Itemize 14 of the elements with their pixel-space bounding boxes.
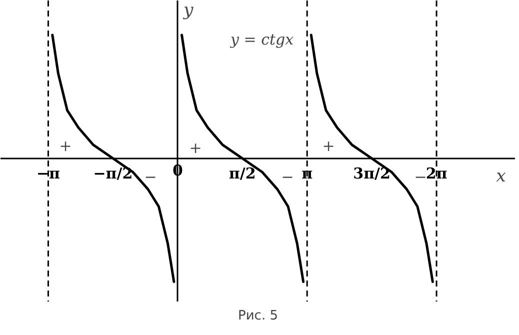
annotation: −: [144, 168, 157, 186]
annotation: +: [59, 137, 72, 155]
x-tick-label: −π: [36, 164, 60, 182]
x-tick-label: π: [302, 164, 313, 182]
annotation: −: [281, 168, 294, 186]
annotation: y = ctgx: [230, 30, 294, 48]
x-tick-label: 2π: [426, 164, 448, 182]
annotation: −: [414, 168, 427, 186]
y-axis-title: y: [182, 0, 194, 20]
x-axis-title: x: [496, 166, 506, 186]
annotation: +: [322, 137, 335, 155]
x-tick-label: π/2: [228, 164, 256, 182]
text: Рис. 5: [238, 308, 278, 324]
annotation: +: [189, 139, 202, 157]
